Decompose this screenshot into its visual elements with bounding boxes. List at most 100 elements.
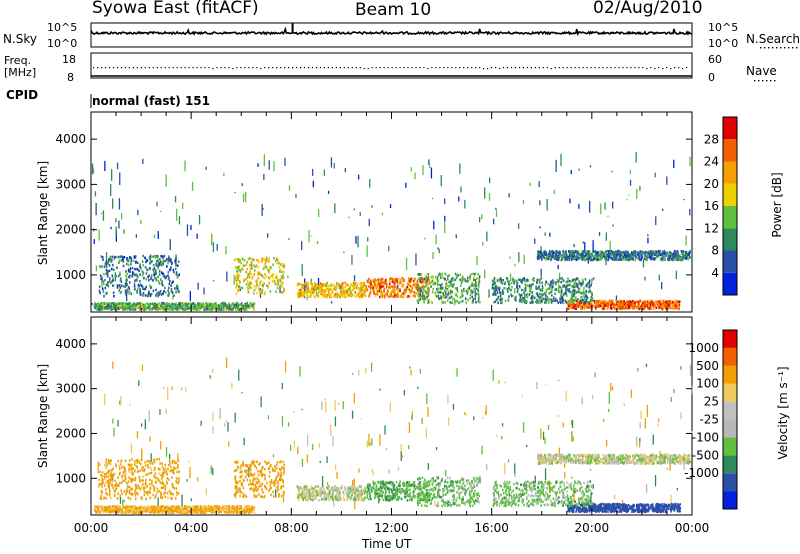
power-cell [175, 263, 177, 266]
power-cell [314, 285, 317, 288]
nave-dot [471, 67, 473, 69]
power-cell [611, 252, 613, 255]
power-cell [477, 292, 480, 296]
power-cell [426, 291, 428, 294]
power-cell [176, 264, 179, 267]
power-cell [218, 307, 221, 310]
power-cell [554, 281, 557, 284]
power-cell [577, 282, 580, 285]
power-cell [661, 258, 664, 262]
power-cell [688, 253, 691, 257]
power-cell [278, 261, 280, 265]
power-cell [601, 305, 604, 308]
power-cell [320, 282, 322, 285]
velocity-streak [514, 463, 516, 474]
power-cell [678, 304, 681, 307]
power-cell [111, 263, 114, 267]
power-cell [475, 292, 478, 296]
power-cell [597, 254, 599, 258]
power-cell [650, 254, 653, 258]
power-cell [158, 282, 161, 285]
power-cell [478, 275, 481, 278]
power-cell [477, 278, 480, 281]
power-cell [149, 254, 152, 258]
power-cell [126, 259, 128, 262]
power-cell [155, 294, 157, 297]
power-cell [269, 266, 271, 269]
velocity-streak [272, 454, 275, 458]
power-streak [642, 259, 645, 268]
power-cell [241, 258, 244, 261]
power-cell [499, 279, 501, 283]
power-cell [616, 254, 619, 257]
power-cell [660, 307, 663, 310]
power-cell [177, 305, 179, 309]
power-cell [549, 291, 551, 294]
power-cell [655, 306, 657, 309]
power-cell [447, 275, 449, 278]
velocity-streak [212, 426, 214, 434]
velocity-streak [351, 410, 354, 419]
power-cell [525, 295, 527, 298]
velocity-cell [154, 472, 157, 475]
power-cell [417, 289, 419, 293]
power-cell [606, 255, 608, 258]
power-cell [227, 304, 230, 307]
velocity-streak [557, 414, 559, 418]
power-cell [618, 255, 621, 258]
power-cell [369, 286, 372, 289]
power-cell [337, 293, 339, 296]
power-cell [113, 255, 116, 259]
power-cell [624, 251, 627, 254]
velocity-streak [284, 360, 287, 373]
power-cell [104, 262, 107, 265]
power-cell [521, 281, 523, 284]
velocity-streak [514, 473, 516, 478]
power-cell [380, 293, 382, 297]
velocity-streak [359, 418, 362, 420]
velocity-cell [121, 492, 124, 495]
power-cell [473, 276, 475, 279]
power-cell [665, 254, 667, 257]
power-cell [521, 288, 523, 292]
power-cell [530, 283, 533, 287]
velocity-streak [544, 437, 546, 444]
power-cell [581, 278, 584, 282]
power-cell [605, 303, 607, 307]
power-cell [660, 299, 662, 303]
power-streak [552, 279, 554, 289]
power-cell [664, 302, 666, 305]
power-cell [268, 260, 270, 263]
power-cell [628, 255, 631, 259]
power-cell [397, 277, 399, 280]
power-cell [472, 299, 474, 302]
power-cell [162, 302, 164, 305]
power-cell [367, 280, 370, 284]
power-cell [168, 302, 170, 306]
power-cell [139, 280, 141, 283]
power-cell [125, 293, 127, 297]
velocity-streak [646, 404, 648, 418]
power-cell [592, 250, 595, 254]
power-cell [176, 276, 179, 279]
power-cell [224, 304, 227, 307]
power-cell [569, 290, 571, 294]
power-cell [374, 284, 376, 287]
power-streak [685, 235, 687, 246]
nave-dot [379, 67, 381, 69]
power-streak [587, 253, 589, 264]
power-cell [389, 292, 391, 296]
power-cell [365, 286, 367, 290]
power-cell [358, 287, 360, 290]
power-cell [401, 277, 404, 280]
velocity-streak [311, 444, 314, 450]
power-cell [494, 300, 497, 303]
velocity-streak [670, 494, 672, 505]
power-cell [379, 287, 381, 291]
power-cell [555, 250, 558, 254]
power-cell [101, 303, 104, 306]
power-cell [212, 307, 214, 310]
power-cell [682, 250, 685, 253]
power-cell [424, 278, 426, 281]
nave-dot [268, 67, 270, 69]
